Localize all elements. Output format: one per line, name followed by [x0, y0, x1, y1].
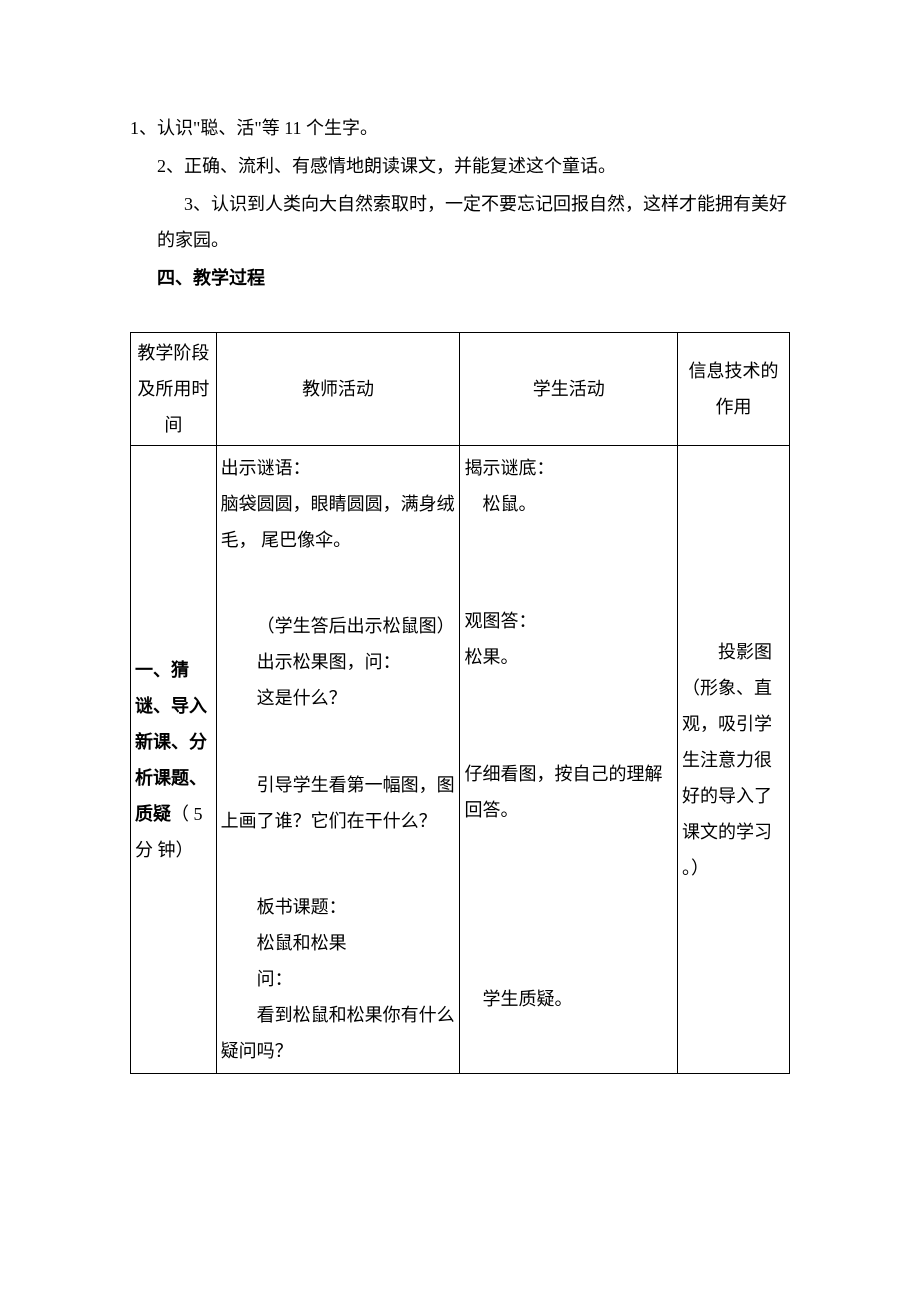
teacher-b1-l2: 脑袋圆圆，眼睛圆圆，满身绒毛， 尾巴像伞。 [221, 486, 456, 558]
student-b1-l2: 松鼠。 [464, 486, 672, 522]
intro-line-2: 2、正确、流利、有感情地朗读课文，并能复述这个童话。 [130, 148, 790, 184]
teaching-process-table: 教学阶段及所用时间 教师活动 学生活动 信息技术的作用 一、猜谜、导入新课、分析… [130, 332, 790, 1074]
teacher-block-3: 引导学生看第一幅图，图上画了谁？它们在干什么？ [221, 767, 456, 839]
teacher-b4-l3: 问： [221, 961, 456, 997]
student-block-3: 仔细看图，按自己的理解回答。 [464, 756, 672, 828]
teacher-b1-l1: 出示谜语： [221, 450, 456, 486]
student-b4-l1: 学生质疑。 [464, 981, 672, 1017]
teacher-b2-l1: （学生答后出示松鼠图） [221, 608, 456, 644]
teacher-block-1: 出示谜语： 脑袋圆圆，眼睛圆圆，满身绒毛， 尾巴像伞。 [221, 450, 456, 558]
teacher-b3-l1: 引导学生看第一幅图，图上画了谁？它们在干什么？ [221, 767, 456, 839]
intro-section: 1、认识"聪、活"等 11 个生字。 2、正确、流利、有感情地朗读课文，并能复述… [130, 110, 790, 296]
intro-line-4: 四、教学过程 [130, 260, 790, 296]
header-stage: 教学阶段及所用时间 [131, 333, 217, 446]
intro-line-1: 1、认识"聪、活"等 11 个生字。 [130, 110, 790, 146]
student-block-1: 揭示谜底： 松鼠。 [464, 450, 672, 522]
teacher-cell: 出示谜语： 脑袋圆圆，眼睛圆圆，满身绒毛， 尾巴像伞。 （学生答后出示松鼠图） … [216, 446, 460, 1074]
student-b2-l1: 观图答： [464, 603, 672, 639]
header-teacher: 教师活动 [216, 333, 460, 446]
student-block-2: 观图答： 松果。 [464, 603, 672, 675]
student-cell: 揭示谜底： 松鼠。 观图答： 松果。 仔细看图，按自己的理解回答。 学生质疑。 [460, 446, 677, 1074]
teacher-b2-l3: 这是什么？ [221, 680, 456, 716]
stage-cell: 一、猜谜、导入新课、分析课题、质疑（ 5 分 钟） [131, 446, 217, 1074]
table-header-row: 教学阶段及所用时间 教师活动 学生活动 信息技术的作用 [131, 333, 790, 446]
teacher-b4-l4: 看到松鼠和松果你有什么疑问吗？ [221, 997, 456, 1069]
it-text: 投影图（形象、直观，吸引学生注意力很好的导入了课文的学习 。） [682, 634, 785, 886]
teacher-block-4: 板书课题： 松鼠和松果 问： 看到松鼠和松果你有什么疑问吗？ [221, 889, 456, 1069]
intro-line-3: 3、认识到人类向大自然索取时，一定不要忘记回报自然，这样才能拥有美好的家园。 [130, 186, 790, 258]
student-b1-l1: 揭示谜底： [464, 450, 672, 486]
it-cell: 投影图（形象、直观，吸引学生注意力很好的导入了课文的学习 。） [677, 446, 789, 1074]
header-it: 信息技术的作用 [677, 333, 789, 446]
teacher-b2-l2: 出示松果图，问： [221, 644, 456, 680]
student-b2-l2: 松果。 [464, 639, 672, 675]
header-student: 学生活动 [460, 333, 677, 446]
teacher-b4-l1: 板书课题： [221, 889, 456, 925]
teacher-block-2: （学生答后出示松鼠图） 出示松果图，问： 这是什么？ [221, 608, 456, 716]
table-row: 一、猜谜、导入新课、分析课题、质疑（ 5 分 钟） 出示谜语： 脑袋圆圆，眼睛圆… [131, 446, 790, 1074]
student-b3-l1: 仔细看图，按自己的理解回答。 [464, 756, 672, 828]
stage-prefix: 一、猜谜、导入新课、分析课题、质疑 [135, 660, 207, 824]
teacher-b4-l2: 松鼠和松果 [221, 925, 456, 961]
student-block-4: 学生质疑。 [464, 981, 672, 1017]
